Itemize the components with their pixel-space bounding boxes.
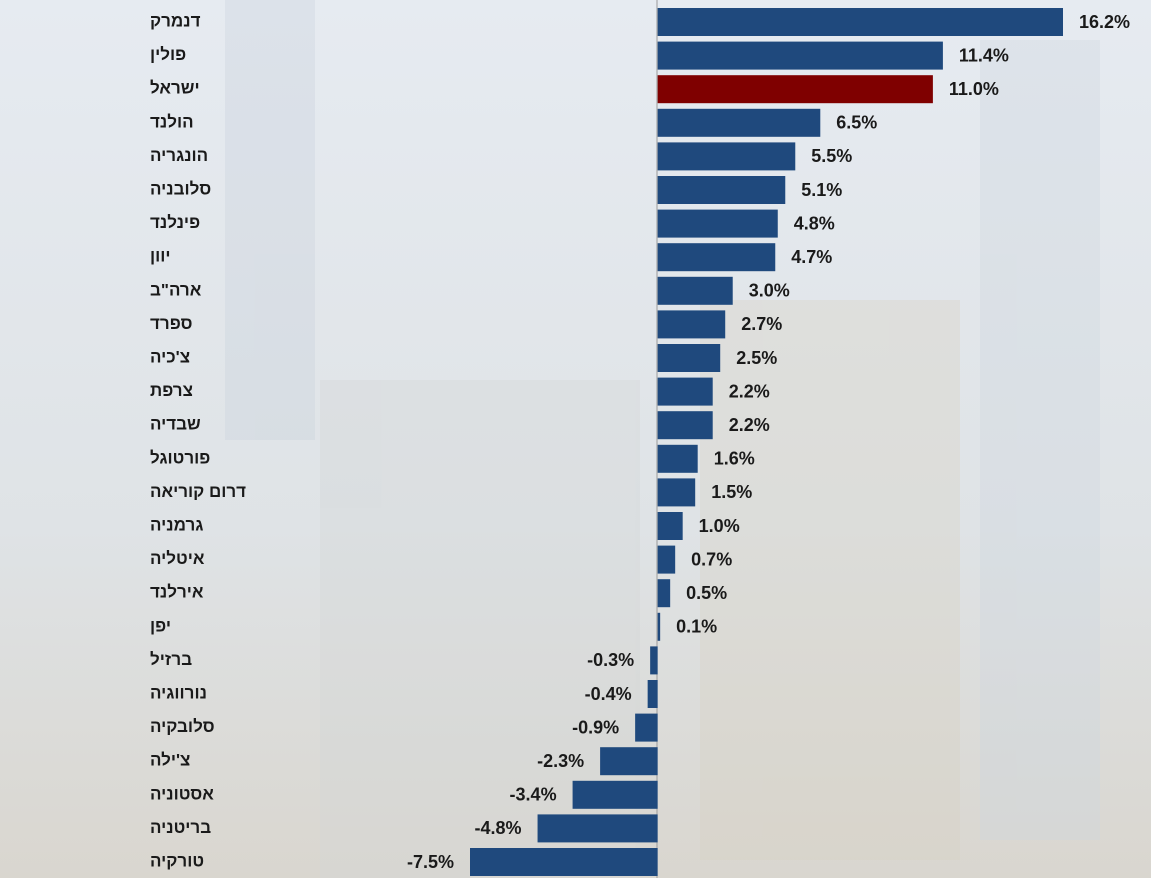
bar [658,142,796,170]
chart: דנמרק 16.2% פולין 11.4% ישראל 11.0% הולנד 6.5% ה… [0,0,1151,878]
category-label: פינלנד [150,213,200,232]
category-label: פולין [150,45,186,64]
bar [658,310,726,338]
bar [658,613,661,641]
category-label: יפן [150,616,171,635]
bar [538,814,658,842]
category-label: סלובקיה [150,717,215,736]
category-label: ספרד [150,314,192,333]
bar [658,378,713,406]
value-label: 3.0% [749,281,790,301]
bar [650,646,658,674]
category-label: הונגריה [150,146,208,165]
bar [658,411,713,439]
category-label: טורקיה [150,851,204,870]
value-label: 5.1% [801,180,842,200]
category-label: דרום קוריאה [150,482,246,501]
category-label: צרפת [150,381,193,400]
bar [600,747,658,775]
value-label: 0.5% [686,583,727,603]
category-label: איטליה [150,549,205,568]
bar [658,344,721,372]
value-label: 0.7% [691,549,732,569]
category-label: ארה"ב [150,280,202,299]
bar [658,42,943,70]
category-label: יוון [150,247,171,266]
bar [470,848,658,876]
value-label: -4.8% [475,818,522,838]
bar [635,714,658,742]
value-label: 16.2% [1079,12,1130,32]
bar [658,75,933,103]
bar [658,8,1063,36]
bar [658,546,676,574]
value-label: -0.3% [587,650,634,670]
category-label: ברזיל [150,650,192,669]
value-label: -2.3% [537,751,584,771]
category-label: בריטניה [150,818,211,837]
category-label: נורווגיה [150,683,207,702]
value-label: 2.5% [736,348,777,368]
category-label: שבדיה [150,415,201,434]
value-label: 4.8% [794,213,835,233]
value-label: 11.4% [959,45,1009,65]
bar [658,277,733,305]
bar [658,579,671,607]
category-label: דנמרק [150,11,201,30]
value-label: -7.5% [407,852,454,872]
category-label: פורטוגל [150,448,210,467]
value-label: 0.1% [676,617,717,637]
category-label: גרמניה [150,515,203,534]
bar [658,445,698,473]
value-label: 1.6% [714,449,755,469]
category-label: אסטוניה [150,784,214,803]
category-label: הולנד [150,112,194,131]
bar [573,781,658,809]
value-label: 4.7% [791,247,832,267]
value-label: 5.5% [811,146,852,166]
value-label: 11.0% [949,79,999,99]
bar [658,243,776,271]
category-label: סלובניה [150,179,211,198]
bar [658,109,821,137]
value-label: 1.0% [699,516,740,536]
value-label: 1.5% [711,482,752,502]
bar [658,512,683,540]
bar [658,210,778,238]
category-label: צ'ילה [150,751,190,770]
value-label: 2.7% [741,314,782,334]
bar [648,680,658,708]
bar [658,176,786,204]
value-label: -0.4% [585,684,632,704]
value-label: 2.2% [729,381,770,401]
value-label: 6.5% [836,113,877,133]
category-label: אירלנד [150,583,204,602]
value-label: -0.9% [572,717,619,737]
value-label: 2.2% [729,415,770,435]
category-label: ישראל [150,79,200,98]
value-label: -3.4% [510,785,557,805]
category-label: צ'כיה [150,347,190,366]
bar [658,478,696,506]
